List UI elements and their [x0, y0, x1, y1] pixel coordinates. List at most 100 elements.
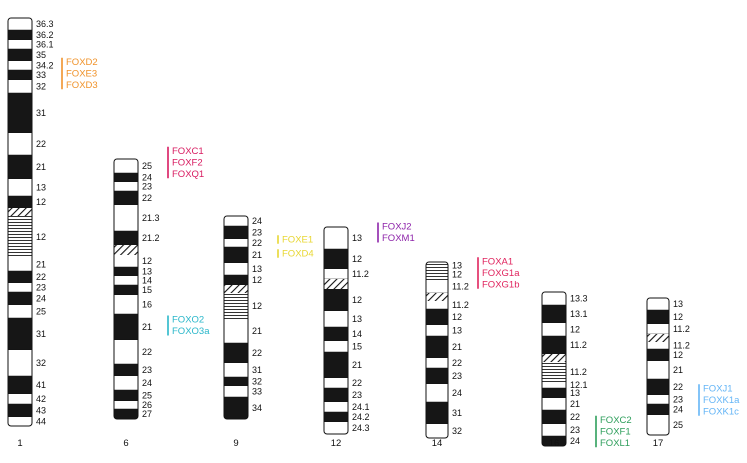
gene-label: FOXC2 [600, 415, 632, 426]
band-9-21 [224, 247, 248, 263]
band-label: 16 [142, 300, 152, 310]
band-17-22 [647, 379, 669, 395]
band-14-32 [426, 424, 448, 438]
band-label: 22 [142, 193, 152, 203]
band-6-22 [114, 191, 138, 205]
band-label: 24.2 [352, 412, 370, 422]
chromosome-number: 17 [653, 438, 664, 449]
band-16-24 [542, 436, 566, 446]
chromosome-outline [223, 215, 249, 420]
band-label: 13.3 [570, 294, 588, 304]
chromosome-12-bands [324, 227, 348, 434]
chromosome-number: 6 [123, 438, 128, 449]
band-16-11.2 [542, 336, 566, 354]
centromere-14 [426, 293, 448, 301]
band-label: 36.2 [36, 30, 54, 40]
gene-label: FOXJ1 [703, 383, 733, 394]
gene-label: FOXE1 [282, 234, 313, 245]
band-6-23 [114, 364, 138, 376]
centromere-1 [8, 208, 32, 216]
band-label: 22 [352, 378, 362, 388]
band-label: 24 [36, 294, 46, 304]
band-17-25 [647, 415, 669, 435]
centromere-17 [647, 334, 669, 342]
gene-label: FOXD2 [66, 57, 98, 68]
band-label: 11.2 [452, 282, 469, 292]
band-16-12 [542, 323, 566, 336]
band-1-36.1 [8, 40, 32, 49]
band-6-22 [114, 340, 138, 364]
band-label: 21 [36, 162, 46, 172]
band-label: 22 [36, 272, 46, 282]
band-label: 21 [352, 360, 362, 370]
band-9-22 [224, 343, 248, 363]
band-label: 27 [142, 409, 152, 419]
band-14-12 [426, 269, 448, 280]
band-label: 12 [452, 270, 462, 280]
band-label: 23 [142, 182, 152, 192]
band-12-24.3 [324, 422, 348, 434]
band-label: 13 [673, 299, 683, 309]
band-label: 12 [570, 325, 580, 335]
chromosome-outline [541, 291, 567, 447]
band-1-12 [8, 216, 32, 258]
band-1-41 [8, 376, 32, 394]
band-label: 24 [252, 216, 262, 226]
band-label: 32 [452, 426, 462, 436]
gene-label: FOXJ2 [382, 222, 412, 233]
band-6-16 [114, 295, 138, 314]
band-9-12 [224, 293, 248, 319]
band-1-42 [8, 394, 32, 404]
band-label: 32 [36, 358, 46, 368]
band-label: 24 [142, 173, 152, 183]
band-6-21 [114, 314, 138, 340]
band-label: 21 [570, 399, 580, 409]
chromosome-6: 2524232221.321.2121314151621222324252627… [113, 146, 210, 449]
chromosome-14: 131211.211.2121321222324313214FOXA1FOXG1… [425, 256, 520, 449]
band-label: 25 [142, 391, 152, 401]
band-6-26 [114, 401, 138, 409]
band-label: 15 [142, 285, 152, 295]
band-label: 12 [142, 256, 152, 266]
band-label: 43 [36, 406, 46, 416]
band-12-13 [324, 311, 348, 327]
band-1-31 [8, 318, 32, 350]
band-16-23 [542, 424, 566, 436]
band-12-15 [324, 341, 348, 352]
band-1-32 [8, 80, 32, 93]
band-label: 34 [252, 403, 262, 413]
band-label: 21.2 [142, 233, 160, 243]
gene-label: FOXF2 [172, 157, 203, 168]
chromosome-outline [7, 17, 33, 427]
band-label: 22 [252, 348, 262, 358]
band-label: 13 [352, 233, 362, 243]
gene-label: FOXG1a [482, 268, 520, 279]
band-label: 21 [36, 260, 46, 270]
band-6-27 [114, 409, 138, 419]
band-6-15 [114, 285, 138, 295]
band-label: 24 [673, 405, 683, 415]
band-label: 21 [452, 342, 462, 352]
band-14-21 [426, 336, 448, 358]
band-6-12 [114, 255, 138, 267]
gene-label: FOXG1b [482, 279, 520, 290]
band-label: 23 [673, 395, 683, 405]
gene-label: FOXC1 [172, 146, 204, 157]
band-6-21.2 [114, 231, 138, 245]
chromosome-number: 1 [17, 438, 22, 449]
band-6-23 [114, 182, 138, 191]
band-label: 13 [36, 183, 46, 193]
chromosome-16-bands [542, 292, 566, 446]
band-label: 13 [252, 264, 262, 274]
band-12-24.1 [324, 402, 348, 412]
band-label: 11.2 [352, 269, 369, 279]
band-label: 21 [142, 322, 152, 332]
band-label: 11.2 [673, 324, 690, 334]
band-label: 24.1 [352, 402, 370, 412]
band-1-36.2 [8, 30, 32, 40]
band-1-32 [8, 350, 32, 376]
band-label: 12 [352, 254, 362, 264]
